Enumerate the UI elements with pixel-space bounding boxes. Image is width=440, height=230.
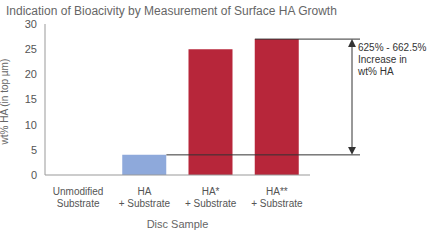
svg-text:25: 25	[25, 43, 37, 55]
svg-text:wt% HA (in top µm): wt% HA (in top µm)	[8, 59, 10, 146]
svg-text:Disc Sample: Disc Sample	[147, 218, 209, 230]
svg-text:15: 15	[25, 93, 37, 105]
svg-text:30: 30	[25, 18, 37, 30]
svg-text:0: 0	[31, 169, 37, 181]
svg-text:10: 10	[25, 119, 37, 131]
svg-text:HA*+ Substrate: HA*+ Substrate	[185, 186, 237, 209]
svg-text:HA+ Substrate: HA+ Substrate	[119, 186, 171, 209]
svg-text:UnmodifiedSubstrate: UnmodifiedSubstrate	[53, 186, 104, 209]
html-text:Indication of Bioacivity by Me: Indication of Bioacivity by Measurement …	[6, 4, 337, 18]
svg-text:20: 20	[25, 68, 37, 80]
svg-text:625% - 662.5%Increase inwt% HA: 625% - 662.5%Increase inwt% HA	[357, 42, 426, 77]
svg-text:HA**+ Substrate: HA**+ Substrate	[251, 186, 303, 209]
svg-text:5: 5	[31, 144, 37, 156]
